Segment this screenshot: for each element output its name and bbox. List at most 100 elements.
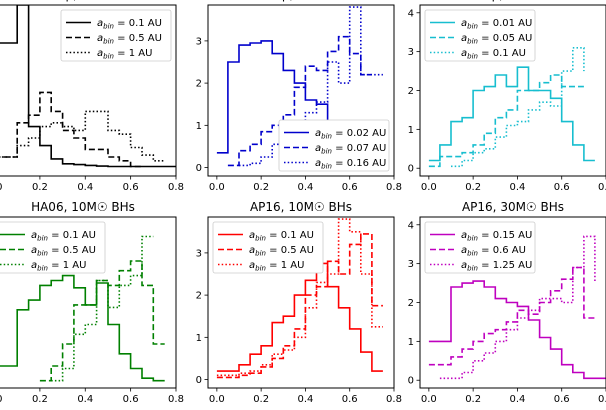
y-tick-label: 1 — [408, 125, 414, 136]
x-tick-label: 0.0 — [209, 394, 225, 405]
series-line-solid — [0, 274, 165, 382]
x-tick-label: 0.8 — [386, 394, 402, 405]
series-line-dashed — [227, 35, 372, 167]
series-line-dashed — [39, 260, 165, 382]
x-tick-label: 0.6 — [342, 394, 358, 405]
legend-label: abin = 0.5 AU — [31, 245, 96, 258]
panel-1: BW cusp, 10M☉ BHs 0.0 0.2 0.4 0.6 0.8 abin = 0… — [0, 0, 184, 193]
x-tick-label: 0.8 — [598, 394, 606, 405]
x-tick-label: 0.0 — [209, 182, 225, 193]
series-line-solid — [428, 280, 606, 380]
x-tick-label: 0.4 — [297, 394, 313, 405]
y-tick-label: 3 — [196, 36, 202, 47]
y-tick-label: 3 — [408, 259, 414, 270]
legend: abin = 0.15 AU abin = 0.6 AU abin = 1.25 A… — [424, 221, 536, 274]
legend-frame — [0, 221, 106, 274]
y-tick-label: 1 — [196, 333, 202, 344]
series-line-dotted — [0, 110, 165, 162]
series-line-dotted — [451, 47, 585, 168]
x-tick-label: 0.2 — [32, 182, 48, 193]
y-tick-label: 0 — [196, 163, 202, 174]
x-tick-label: 0.6 — [342, 182, 358, 193]
y-tick-label: 4 — [408, 8, 414, 19]
x-tick-label: 0.2 — [253, 394, 269, 405]
x-tick-label: 0.2 — [465, 182, 481, 193]
legend: abin = 0.1 AU abin = 0.5 AU abin = 1 AU — [0, 221, 106, 274]
panel-title: BW cusp, 10M☉ BHs — [22, 0, 145, 2]
legend: abin = 0.01 AU abin = 0.05 AU abin = 0.1 A… — [424, 9, 536, 62]
panel-3: BW cusp, 0.6M☉ WDs 0.0 0.2 0.4 0.6 0.8 0 1 2 3 4 ab… — [408, 0, 606, 193]
series-group — [428, 47, 595, 168]
series-group — [0, 5, 176, 168]
series-group — [216, 218, 383, 379]
legend-label: abin = 1.25 AU — [461, 260, 532, 273]
panel-4: HA06, 10M☉ BHs 0.0 0.2 0.4 0.6 0.8 abin = 0.1 … — [0, 200, 184, 405]
x-tick-label: 0.4 — [509, 394, 525, 405]
series-line-dashed — [428, 74, 584, 168]
x-tick-label: 0.2 — [253, 182, 269, 193]
legend-label: abin = 0.01 AU — [461, 18, 532, 31]
legend: abin = 0.1 AU abin = 0.5 AU abin = 1 AU — [60, 9, 172, 62]
x-tick-label: 0.8 — [168, 182, 184, 193]
x-tick-label: 0.8 — [168, 394, 184, 405]
y-tick-label: 0 — [196, 375, 202, 386]
series-line-dashed — [428, 266, 595, 366]
series-line-dotted — [216, 218, 383, 377]
y-tick-label: 2 — [196, 79, 202, 90]
axes-frame — [0, 4, 177, 177]
x-tick-label: 0.0 — [0, 394, 2, 405]
panel-title: HA06, 10M☉ BHs — [31, 200, 135, 214]
legend-label: abin = 0.15 AU — [461, 230, 532, 243]
legend: abin = 0.02 AU abin = 0.07 AU abin = 0.16 … — [278, 119, 390, 172]
x-tick-label: 0.2 — [465, 394, 481, 405]
series-line-dashed — [216, 233, 383, 379]
y-tick-label: 3 — [408, 47, 414, 58]
y-tick-label: 0 — [408, 164, 414, 175]
x-tick-label: 0.4 — [297, 182, 313, 193]
x-tick-label: 0.6 — [554, 182, 570, 193]
series-line-dotted — [239, 6, 383, 167]
series-group — [0, 235, 165, 382]
y-tick-label: 3 — [196, 248, 202, 259]
x-tick-label: 0.6 — [123, 394, 139, 405]
y-tick-label: 0 — [408, 376, 414, 387]
axes-frame — [207, 216, 395, 389]
legend-label: abin = 0.6 AU — [461, 245, 526, 258]
x-tick-label: 0.0 — [421, 182, 437, 193]
legend: abin = 0.1 AU abin = 0.5 AU abin = 1 AU — [212, 221, 324, 274]
y-tick-label: 2 — [408, 298, 414, 309]
series-line-dotted — [439, 235, 596, 380]
series-line-solid — [428, 66, 595, 162]
x-tick-label: 0.8 — [386, 182, 402, 193]
panel-title: BW cusp, 1.4M☉ NSs — [238, 0, 364, 2]
series-line-dashed — [0, 91, 142, 168]
x-tick-label: 0.0 — [421, 394, 437, 405]
x-tick-label: 0.6 — [554, 394, 570, 405]
legend-label: abin = 0.07 AU — [315, 143, 386, 156]
x-tick-label: 0.6 — [123, 182, 139, 193]
legend-label: abin = 0.1 AU — [31, 230, 96, 243]
legend-label: abin = 0.1 AU — [461, 48, 526, 61]
x-tick-label: 0.4 — [509, 182, 525, 193]
axes-frame — [0, 216, 177, 389]
panel-6: AP16, 30M☉ BHs 0.0 0.2 0.4 0.6 0.8 0 1 2 3 4 abin =… — [408, 200, 606, 405]
axes-frame — [207, 4, 395, 177]
panel-2: BW cusp, 1.4M☉ NSs 0.0 0.2 0.4 0.6 0.8 0 1 2 3 abi… — [196, 0, 402, 193]
legend-label: abin = 0.1 AU — [249, 230, 314, 243]
legend-label: abin = 0.16 AU — [315, 158, 386, 171]
legend-label: abin = 0.5 AU — [97, 33, 162, 46]
legend-label: abin = 0.05 AU — [461, 33, 532, 46]
legend-label: abin = 1 AU — [31, 260, 86, 273]
series-line-solid — [0, 5, 176, 168]
y-tick-label: 2 — [196, 291, 202, 302]
legend-label: abin = 0.5 AU — [249, 245, 314, 258]
x-tick-label: 0.2 — [32, 394, 48, 405]
legend-label: abin = 0.02 AU — [315, 128, 386, 141]
series-group — [428, 235, 606, 380]
y-tick-label: 1 — [196, 121, 202, 132]
panel-title: AP16, 10M☉ BHs — [250, 200, 352, 214]
legend-label: abin = 1 AU — [249, 260, 304, 273]
x-tick-label: 0.8 — [598, 182, 606, 193]
panel-5: AP16, 10M☉ BHs 0.0 0.2 0.4 0.6 0.8 0 1 2 3 abin = … — [196, 200, 402, 405]
